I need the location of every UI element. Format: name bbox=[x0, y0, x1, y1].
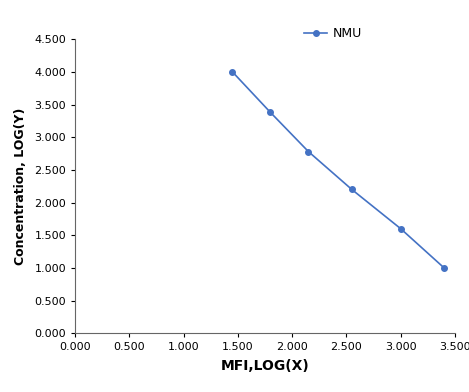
NMU bbox=[441, 265, 447, 270]
X-axis label: MFI,LOG(X): MFI,LOG(X) bbox=[220, 359, 310, 373]
Y-axis label: Concentration, LOG(Y): Concentration, LOG(Y) bbox=[15, 107, 27, 265]
NMU bbox=[268, 110, 273, 115]
NMU bbox=[230, 69, 235, 74]
Legend: NMU: NMU bbox=[299, 22, 367, 45]
NMU bbox=[349, 187, 355, 192]
NMU bbox=[306, 149, 311, 154]
NMU bbox=[398, 226, 403, 231]
Line: NMU: NMU bbox=[230, 69, 447, 270]
